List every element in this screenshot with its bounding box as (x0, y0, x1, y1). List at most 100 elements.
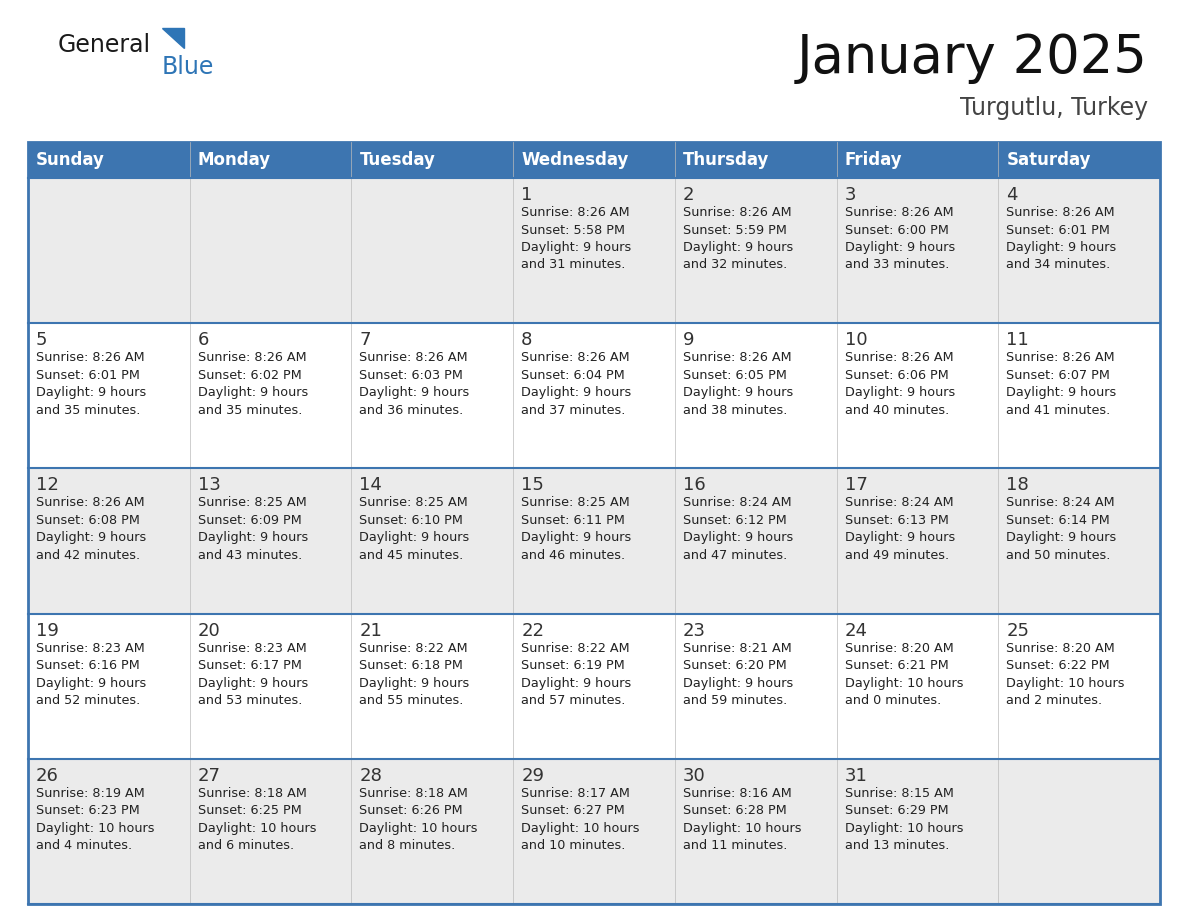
Text: 27: 27 (197, 767, 221, 785)
Bar (513, 142, 675, 178)
Bar (998, 468, 1159, 613)
Bar (352, 613, 513, 759)
Text: and 36 minutes.: and 36 minutes. (360, 404, 463, 417)
Text: Sunset: 6:18 PM: Sunset: 6:18 PM (360, 659, 463, 672)
Text: 11: 11 (1006, 331, 1029, 349)
Text: Daylight: 9 hours: Daylight: 9 hours (1006, 532, 1117, 544)
Text: 25: 25 (1006, 621, 1029, 640)
Text: and 4 minutes.: and 4 minutes. (36, 839, 132, 852)
Text: Sunrise: 8:26 AM: Sunrise: 8:26 AM (522, 352, 630, 364)
Text: 14: 14 (360, 476, 383, 495)
Text: Sunset: 6:05 PM: Sunset: 6:05 PM (683, 369, 786, 382)
Bar (190, 323, 352, 468)
Text: 8: 8 (522, 331, 532, 349)
Text: Sunrise: 8:20 AM: Sunrise: 8:20 AM (845, 642, 953, 655)
Bar (998, 613, 1159, 759)
Text: Sunrise: 8:17 AM: Sunrise: 8:17 AM (522, 787, 630, 800)
Bar (352, 759, 513, 904)
Text: Daylight: 9 hours: Daylight: 9 hours (845, 386, 955, 399)
Text: and 42 minutes.: and 42 minutes. (36, 549, 140, 562)
Text: 9: 9 (683, 331, 694, 349)
Bar (836, 468, 998, 613)
Text: 17: 17 (845, 476, 867, 495)
Text: Monday: Monday (197, 151, 271, 169)
Text: Sunrise: 8:26 AM: Sunrise: 8:26 AM (683, 352, 791, 364)
Bar (513, 178, 675, 323)
Text: and 11 minutes.: and 11 minutes. (683, 839, 788, 852)
Text: 3: 3 (845, 186, 857, 204)
Bar (352, 142, 513, 178)
Text: Sunset: 6:01 PM: Sunset: 6:01 PM (36, 369, 140, 382)
Text: Sunset: 6:29 PM: Sunset: 6:29 PM (845, 804, 948, 817)
Bar (675, 759, 836, 904)
Bar (836, 759, 998, 904)
Text: 28: 28 (360, 767, 383, 785)
Text: Sunrise: 8:25 AM: Sunrise: 8:25 AM (360, 497, 468, 509)
Text: and 8 minutes.: and 8 minutes. (360, 839, 456, 852)
Text: and 6 minutes.: and 6 minutes. (197, 839, 293, 852)
Bar (190, 468, 352, 613)
Text: and 35 minutes.: and 35 minutes. (36, 404, 140, 417)
Text: Daylight: 10 hours: Daylight: 10 hours (845, 822, 963, 834)
Bar (190, 759, 352, 904)
Bar (29, 323, 190, 468)
Text: Sunset: 6:06 PM: Sunset: 6:06 PM (845, 369, 948, 382)
Text: Sunrise: 8:26 AM: Sunrise: 8:26 AM (1006, 206, 1114, 219)
Text: Daylight: 9 hours: Daylight: 9 hours (197, 386, 308, 399)
Text: Daylight: 9 hours: Daylight: 9 hours (522, 677, 631, 689)
Bar (675, 178, 836, 323)
Text: Sunset: 5:58 PM: Sunset: 5:58 PM (522, 223, 625, 237)
Text: Sunrise: 8:25 AM: Sunrise: 8:25 AM (197, 497, 307, 509)
Text: Sunset: 6:16 PM: Sunset: 6:16 PM (36, 659, 140, 672)
Text: Sunrise: 8:18 AM: Sunrise: 8:18 AM (360, 787, 468, 800)
Bar (998, 759, 1159, 904)
Text: Sunset: 6:20 PM: Sunset: 6:20 PM (683, 659, 786, 672)
Text: 22: 22 (522, 621, 544, 640)
Text: and 49 minutes.: and 49 minutes. (845, 549, 949, 562)
Text: Daylight: 9 hours: Daylight: 9 hours (683, 677, 794, 689)
Text: Blue: Blue (162, 55, 214, 79)
Text: Sunrise: 8:26 AM: Sunrise: 8:26 AM (845, 352, 953, 364)
Bar (513, 759, 675, 904)
Bar (190, 178, 352, 323)
Text: and 33 minutes.: and 33 minutes. (845, 259, 949, 272)
Text: Daylight: 9 hours: Daylight: 9 hours (1006, 386, 1117, 399)
Text: Daylight: 9 hours: Daylight: 9 hours (36, 532, 146, 544)
Bar (352, 178, 513, 323)
Text: Daylight: 10 hours: Daylight: 10 hours (36, 822, 154, 834)
Text: 29: 29 (522, 767, 544, 785)
Text: Sunrise: 8:24 AM: Sunrise: 8:24 AM (845, 497, 953, 509)
Bar (998, 323, 1159, 468)
Text: Sunrise: 8:25 AM: Sunrise: 8:25 AM (522, 497, 630, 509)
Text: Daylight: 9 hours: Daylight: 9 hours (845, 532, 955, 544)
Text: and 38 minutes.: and 38 minutes. (683, 404, 788, 417)
Text: Sunset: 5:59 PM: Sunset: 5:59 PM (683, 223, 786, 237)
Text: January 2025: January 2025 (797, 32, 1148, 84)
Bar (675, 142, 836, 178)
Text: 24: 24 (845, 621, 867, 640)
Text: Sunrise: 8:23 AM: Sunrise: 8:23 AM (36, 642, 145, 655)
Text: Sunrise: 8:21 AM: Sunrise: 8:21 AM (683, 642, 791, 655)
Bar (190, 613, 352, 759)
Bar (513, 468, 675, 613)
Text: and 43 minutes.: and 43 minutes. (197, 549, 302, 562)
Text: Sunset: 6:21 PM: Sunset: 6:21 PM (845, 659, 948, 672)
Text: Daylight: 10 hours: Daylight: 10 hours (522, 822, 639, 834)
Bar (513, 323, 675, 468)
Text: and 2 minutes.: and 2 minutes. (1006, 694, 1102, 707)
Bar (513, 613, 675, 759)
Text: Sunset: 6:00 PM: Sunset: 6:00 PM (845, 223, 948, 237)
Text: and 10 minutes.: and 10 minutes. (522, 839, 626, 852)
Text: Saturday: Saturday (1006, 151, 1091, 169)
Text: and 46 minutes.: and 46 minutes. (522, 549, 625, 562)
Text: Sunrise: 8:20 AM: Sunrise: 8:20 AM (1006, 642, 1116, 655)
Text: Sunrise: 8:22 AM: Sunrise: 8:22 AM (522, 642, 630, 655)
Text: 15: 15 (522, 476, 544, 495)
Text: Daylight: 9 hours: Daylight: 9 hours (36, 677, 146, 689)
Text: 4: 4 (1006, 186, 1018, 204)
Text: Daylight: 9 hours: Daylight: 9 hours (522, 532, 631, 544)
Text: 1: 1 (522, 186, 532, 204)
Text: General: General (58, 33, 151, 57)
Text: 21: 21 (360, 621, 383, 640)
Text: Wednesday: Wednesday (522, 151, 628, 169)
